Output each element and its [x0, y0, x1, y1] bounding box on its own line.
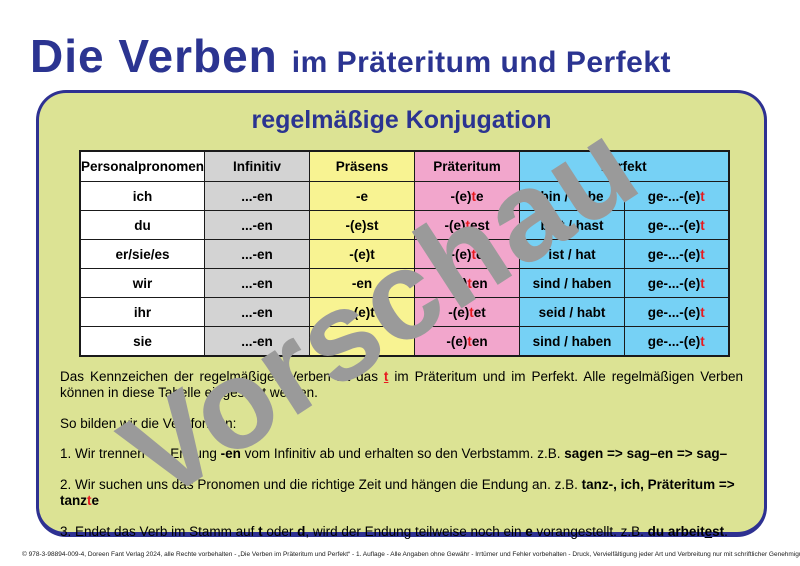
header-praesens: Präsens: [309, 150, 416, 182]
pronoun-cell: er/sie/es: [79, 239, 206, 269]
praeteritum-cell: -(e)ten: [414, 326, 521, 357]
note-paragraph: Das Kennzeichen der regelmäßigen Verben …: [60, 369, 743, 401]
red-t: t: [465, 217, 471, 233]
infinitiv-cell: ...-en: [204, 181, 311, 211]
infinitiv-cell: ...-en: [204, 239, 311, 269]
perfekt-aux-cell: ist / hat: [519, 239, 626, 269]
praesens-cell: -(e)t: [309, 297, 416, 327]
red-t: t: [87, 493, 92, 509]
red-t: t: [700, 217, 705, 233]
table-row-wir: wir ...-en -en -(e)ten sind / haben ge-.…: [79, 268, 730, 298]
example-sagen: sagen => sag–en => sag–: [564, 446, 728, 462]
table-row-sie: sie ...-en -en -(e)ten sind / haben ge-.…: [79, 326, 730, 357]
infinitiv-cell: ...-en: [204, 268, 311, 298]
partizip-cell: ge-...-(e)t: [624, 239, 730, 269]
header-perfekt: Perfekt: [519, 150, 730, 182]
table-row-ich: ich ...-en -e -(e)te bin / habe ge-...-(…: [79, 181, 730, 211]
red-t-marker: t: [383, 369, 389, 384]
partizip-cell: ge-...-(e)t: [624, 181, 730, 211]
header-personalpronomen: Personalpronomen: [79, 150, 206, 182]
perfekt-aux-cell: sind / haben: [519, 326, 626, 357]
step-2: 2. Wir suchen uns das Pronomen und die r…: [60, 476, 735, 509]
praeteritum-cell: -(e)test: [414, 210, 521, 240]
footer-copyright: © 978-3-98894-009-4, Doreen Fant Verlag …: [22, 551, 800, 558]
pronoun-cell: du: [79, 210, 206, 240]
card-heading: regelmäßige Konjugation: [251, 106, 552, 134]
red-t: t: [467, 275, 472, 291]
praeteritum-cell: -(e)ten: [414, 268, 521, 298]
pronoun-cell: sie: [79, 326, 206, 357]
table-row-ihr: ihr ...-en -(e)t -(e)tet seid / habt ge-…: [79, 297, 730, 327]
perfekt-aux-cell: seid / habt: [519, 297, 626, 327]
red-t: t: [700, 304, 705, 320]
praesens-cell: -(e)st: [309, 210, 416, 240]
red-t: t: [469, 304, 474, 320]
table-row-du: du ...-en -(e)st -(e)test bist / hast ge…: [79, 210, 730, 240]
title-sub: im Präteritum und Perfekt: [291, 46, 672, 80]
perfekt-aux-cell: sind / haben: [519, 268, 626, 298]
example-arbeitest: du arbeit: [647, 523, 705, 539]
red-t: t: [700, 188, 705, 204]
infinitiv-cell: ...-en: [204, 297, 311, 327]
content-card: regelmäßige Konjugation Personalpronomen…: [36, 90, 767, 539]
step-1: 1. Wir trennen die Endung -en vom Infini…: [60, 446, 728, 462]
red-t: t: [471, 188, 477, 204]
red-t: t: [471, 246, 477, 262]
pronoun-cell: ihr: [79, 297, 206, 327]
praeteritum-cell: -(e)tet: [414, 297, 521, 327]
title-main: Die Verben: [30, 30, 278, 83]
infinitiv-cell: ...-en: [204, 210, 311, 240]
pronoun-cell: wir: [79, 268, 206, 298]
partizip-cell: ge-...-(e)t: [624, 326, 730, 357]
step-3: 3. Endet das Verb im Stamm auf t oder d,…: [60, 523, 728, 539]
partizip-cell: ge-...-(e)t: [624, 268, 730, 298]
praesens-cell: -en: [309, 326, 416, 357]
conjugation-table: Personalpronomen Infinitiv Präsens Präte…: [79, 150, 730, 357]
red-t: t: [700, 333, 705, 349]
pronoun-cell: ich: [79, 181, 206, 211]
praesens-cell: -en: [309, 268, 416, 298]
table-header-row: Personalpronomen Infinitiv Präsens Präte…: [79, 150, 730, 182]
page-title: Die Verben im Präteritum und Perfekt: [30, 29, 671, 83]
intro-line: So bilden wir die Verbformen:: [60, 415, 237, 431]
table-row-er-sie-es: er/sie/es ...-en -(e)t -(e)te ist / hat …: [79, 239, 730, 269]
partizip-cell: ge-...-(e)t: [624, 297, 730, 327]
praesens-cell: -(e)t: [309, 239, 416, 269]
header-infinitiv: Infinitiv: [204, 150, 311, 182]
red-t: t: [700, 275, 705, 291]
red-t: t: [467, 333, 472, 349]
red-t: t: [700, 246, 705, 262]
praeteritum-cell: -(e)te: [414, 239, 521, 269]
perfekt-aux-cell: bist / hast: [519, 210, 626, 240]
praesens-cell: -e: [309, 181, 416, 211]
praeteritum-cell: -(e)te: [414, 181, 521, 211]
infinitiv-cell: ...-en: [204, 326, 311, 357]
partizip-cell: ge-...-(e)t: [624, 210, 730, 240]
header-praeteritum: Präteritum: [414, 150, 521, 182]
example-tanzte: tanz-, ich, Präteritum => tanz: [60, 476, 735, 509]
perfekt-aux-cell: bin / habe: [519, 181, 626, 211]
